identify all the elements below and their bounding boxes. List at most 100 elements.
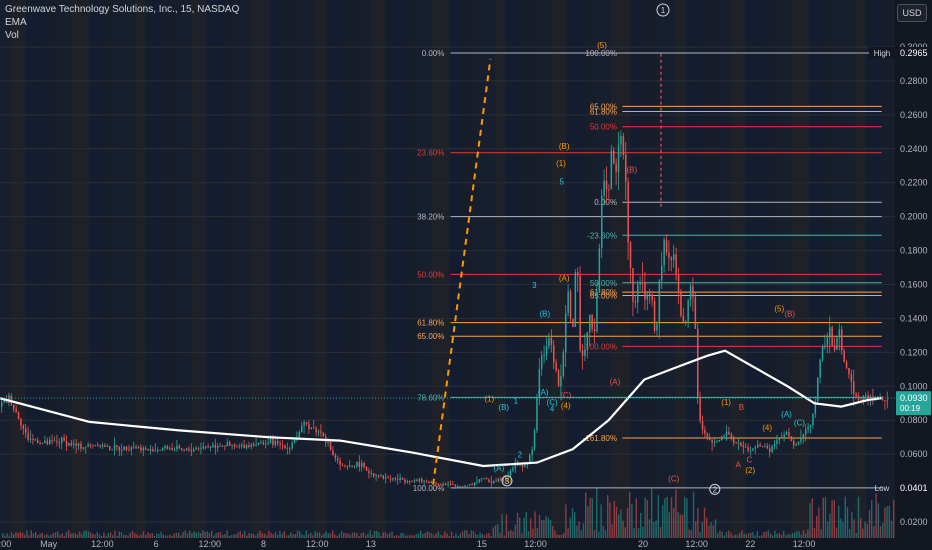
volume-bar — [343, 532, 345, 538]
volume-bar — [424, 533, 426, 538]
time-axis[interactable]: 12:00 May 12:00 6 12:00 8 12:00 13 15 12:00 20 12:0… — [0, 538, 932, 550]
session-stripe — [791, 0, 810, 538]
volume-bar — [305, 530, 307, 538]
candle-body — [145, 447, 147, 449]
candle-body — [461, 485, 464, 487]
volume-bar — [301, 534, 303, 538]
candle-body — [310, 427, 313, 430]
volume-bar — [541, 519, 543, 538]
volume-bar — [26, 530, 28, 538]
volume-bar — [459, 533, 461, 538]
volume-bar — [413, 535, 415, 538]
fib-level-label: 100.00% — [413, 484, 445, 493]
wave-label: (2) — [745, 466, 755, 475]
volume-indicator-label[interactable]: Vol — [5, 30, 19, 41]
time-tick-label: 6 — [154, 539, 159, 549]
candle-body — [565, 313, 567, 353]
candle-body — [730, 434, 733, 438]
candle-body — [757, 444, 759, 448]
volume-bar — [312, 535, 314, 538]
candle-body — [812, 413, 814, 425]
currency-button[interactable]: USD — [897, 4, 927, 22]
candle-body — [711, 440, 713, 443]
volume-bar — [864, 521, 866, 538]
session-stripe — [270, 0, 281, 538]
candle-body — [843, 350, 845, 363]
volume-bar — [560, 534, 563, 538]
candle-body — [277, 441, 279, 444]
candle-body — [125, 446, 128, 450]
volume-bar — [846, 507, 849, 538]
wave-label: (1) — [484, 395, 494, 404]
candle-body — [101, 445, 104, 447]
volume-bar — [536, 527, 538, 538]
candle-body — [183, 449, 185, 451]
candle-body — [363, 462, 365, 468]
candle-body — [692, 285, 694, 298]
cycle-badge-circle — [656, 3, 670, 17]
candle-body — [356, 461, 358, 467]
price-tick-label: 0.1400 — [900, 313, 928, 323]
volume-bar — [173, 533, 175, 538]
candle-body — [802, 434, 805, 438]
volume-bar — [877, 503, 879, 538]
volume-bar — [90, 532, 92, 538]
wave-label: (B) — [559, 142, 570, 151]
volume-bar — [63, 535, 65, 538]
volume-bar — [701, 522, 703, 538]
volume-bar — [24, 534, 26, 538]
candle-body — [77, 443, 80, 446]
fibonacci-levels: 0.00%23.60%38.20%50.00%61.80%65.00%78.60… — [413, 49, 882, 493]
candle-body — [37, 440, 39, 443]
wave-label: (1) — [721, 398, 731, 407]
candle-body — [533, 430, 536, 450]
candle-body — [773, 444, 776, 447]
time-tick-label: May — [40, 539, 58, 549]
volume-bar — [15, 532, 17, 538]
candle-body — [185, 448, 188, 451]
volume-bar — [439, 534, 442, 538]
volume-bar — [433, 535, 435, 538]
volume-bar — [464, 530, 466, 538]
candle-body — [423, 480, 425, 482]
wave-label: (C) — [668, 474, 679, 483]
ema-indicator-label[interactable]: EMA — [5, 17, 27, 28]
volume-bar — [197, 532, 200, 538]
volume-bar — [633, 528, 635, 538]
volume-bar — [266, 535, 268, 538]
volume-bar — [48, 535, 50, 538]
volume-bar — [767, 530, 769, 538]
wave-circle — [709, 483, 721, 495]
session-stripe — [810, 0, 821, 538]
volume-bar — [54, 532, 57, 538]
wave-label: (C) — [794, 418, 805, 427]
candle-body — [569, 291, 572, 319]
volume-bar — [741, 530, 743, 538]
volume-bar — [283, 531, 285, 538]
volume-bar — [587, 506, 589, 538]
candle-body — [49, 439, 51, 445]
candle-body — [865, 395, 867, 397]
candle-body — [836, 337, 838, 350]
volume-bar — [626, 507, 629, 538]
fib-level-label: 0.00% — [422, 49, 445, 58]
price-axis[interactable]: 0.30000.28000.26000.24000.22000.20000.18… — [895, 0, 932, 550]
volume-bar — [395, 535, 398, 538]
volume-bar — [499, 532, 501, 538]
volume-bar — [567, 528, 569, 538]
volume-bar — [677, 512, 679, 538]
candle-body — [776, 440, 778, 445]
candle-body — [783, 434, 785, 437]
candle-body — [706, 433, 709, 438]
volume-bar — [457, 535, 459, 538]
volume-bar — [13, 534, 15, 538]
candle-body — [375, 475, 377, 477]
candle-body — [435, 482, 437, 484]
candle-body — [113, 445, 116, 450]
volume-bar — [373, 530, 376, 538]
volume-bar — [472, 530, 475, 538]
candle-body — [99, 445, 101, 447]
volume-bar — [310, 532, 312, 538]
